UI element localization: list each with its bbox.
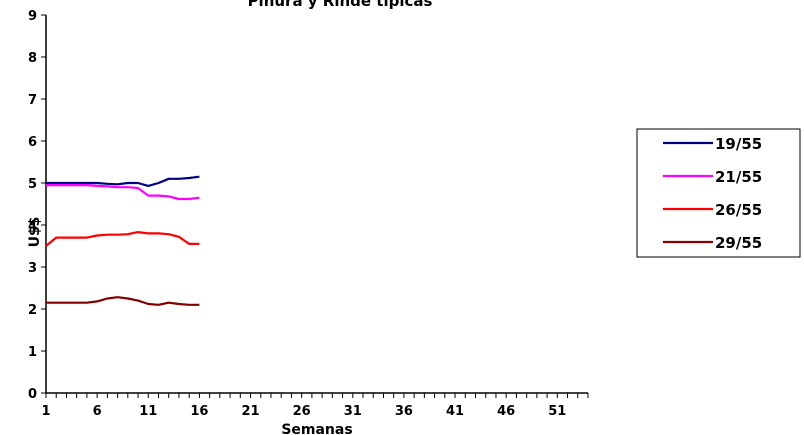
x-tick-label: 46 [497,404,515,419]
legend-label: 29/55 [715,234,762,252]
series-line-19-55 [46,175,200,187]
legend-label: 19/55 [715,135,762,153]
series-lines [45,175,200,306]
y-tick-label: 3 [28,261,37,276]
legend-label: 26/55 [715,201,762,219]
y-tick-label: 9 [28,9,37,24]
y-axis-title: U$$ [27,217,43,248]
x-tick-label: 26 [293,404,311,419]
y-tick-label: 7 [28,93,37,108]
x-tick-label: 1 [41,404,50,419]
x-tick-label: 11 [139,404,157,419]
y-tick-label: 8 [28,51,37,66]
y-axis-ticks: 0 1 2 3 4 5 6 7 8 9 [28,9,46,402]
y-tick-label: 0 [28,387,37,402]
chart-title: Pinura y Rinde típicas [248,0,433,10]
legend-box [636,128,801,258]
x-tick-label: 36 [395,404,413,419]
y-tick-label: 1 [28,345,37,360]
x-tick-label: 41 [446,404,464,419]
y-tick-label: 2 [28,303,37,318]
series-line-21-55 [46,184,200,201]
y-tick-label: 4 [28,219,37,234]
x-axis-title: Semanas [281,422,352,435]
legend-items: 19/55 21/55 26/55 29/55 [663,135,762,252]
x-tick-label: 6 [93,404,102,419]
x-tick-label: 51 [548,404,566,419]
series-line-26-55 [45,231,200,247]
legend-label: 21/55 [715,168,762,186]
series-line-29-55 [46,296,200,306]
x-axis-ticks: 1 6 11 16 21 26 31 36 41 46 51 [41,393,589,419]
x-tick-label: 16 [190,404,208,419]
x-tick-label: 31 [344,404,362,419]
y-tick-label: 5 [28,177,37,192]
x-tick-label: 21 [241,404,259,419]
y-tick-label: 6 [28,135,37,150]
legend: 19/55 21/55 26/55 29/55 [636,128,801,258]
